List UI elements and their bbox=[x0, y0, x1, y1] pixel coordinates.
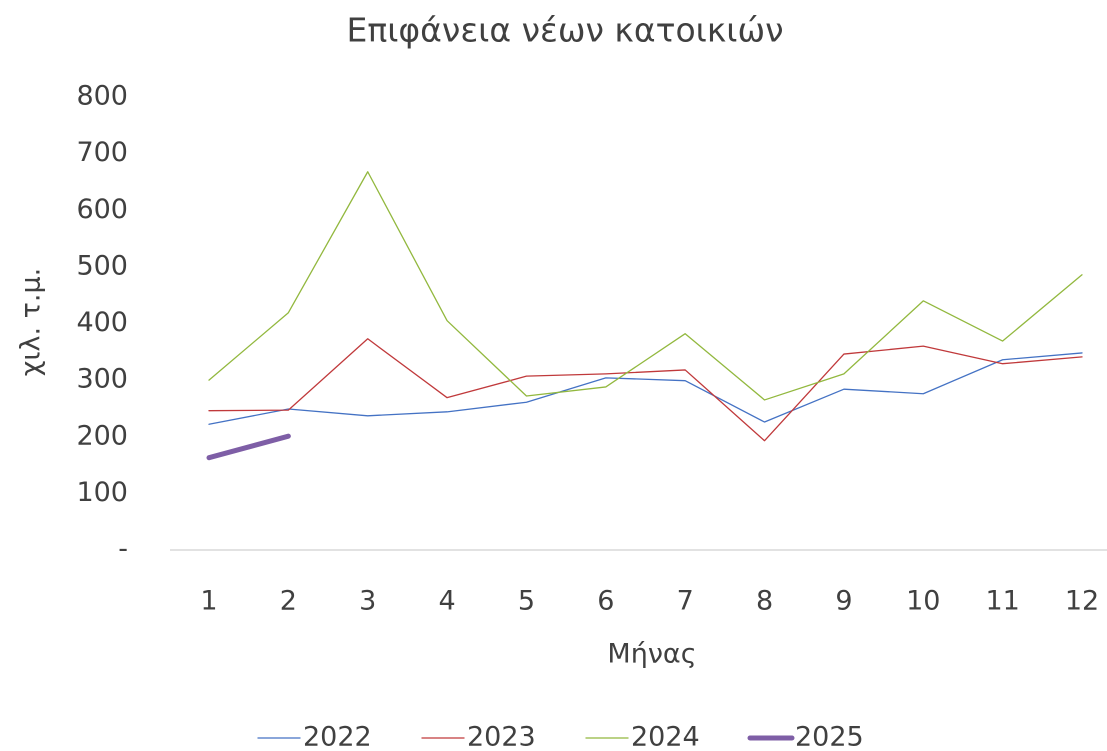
x-tick-label: 2 bbox=[280, 586, 297, 617]
y-axis-label: χιλ. τ.μ. bbox=[16, 268, 47, 376]
x-tick-label: 8 bbox=[756, 586, 773, 617]
y-tick-label: 600 bbox=[76, 194, 128, 225]
x-tick-label: 6 bbox=[597, 586, 614, 617]
series-line bbox=[208, 171, 1083, 401]
legend-label: 2023 bbox=[467, 722, 536, 751]
x-tick-label: 12 bbox=[1065, 586, 1099, 617]
series-line bbox=[206, 433, 291, 461]
y-tick-label: 500 bbox=[76, 250, 128, 281]
x-axis-label: Μήνας bbox=[607, 639, 696, 670]
y-tick-label: 200 bbox=[76, 420, 128, 451]
series-line bbox=[208, 338, 1083, 442]
y-tick-label: 700 bbox=[76, 137, 128, 168]
x-tick-label: 1 bbox=[200, 586, 217, 617]
x-tick-label: 10 bbox=[906, 586, 940, 617]
x-tick-label: 7 bbox=[677, 586, 694, 617]
y-tick-label: - bbox=[118, 534, 128, 565]
x-tick-label: 5 bbox=[518, 586, 535, 617]
y-tick-label: 300 bbox=[76, 364, 128, 395]
y-tick-label: 100 bbox=[76, 477, 128, 508]
x-tick-label: 9 bbox=[835, 586, 852, 617]
y-tick-label: 800 bbox=[76, 81, 128, 112]
x-tick-label: 3 bbox=[359, 586, 376, 617]
y-tick-label: 400 bbox=[76, 307, 128, 338]
x-tick-label: 11 bbox=[985, 586, 1019, 617]
legend-label: 2024 bbox=[631, 722, 700, 751]
legend-label: 2022 bbox=[303, 722, 372, 751]
chart-title: Επιφάνεια νέων κατοικιών bbox=[346, 11, 783, 50]
series-line bbox=[208, 352, 1083, 425]
x-tick-label: 4 bbox=[438, 586, 455, 617]
legend-label: 2025 bbox=[795, 722, 864, 751]
